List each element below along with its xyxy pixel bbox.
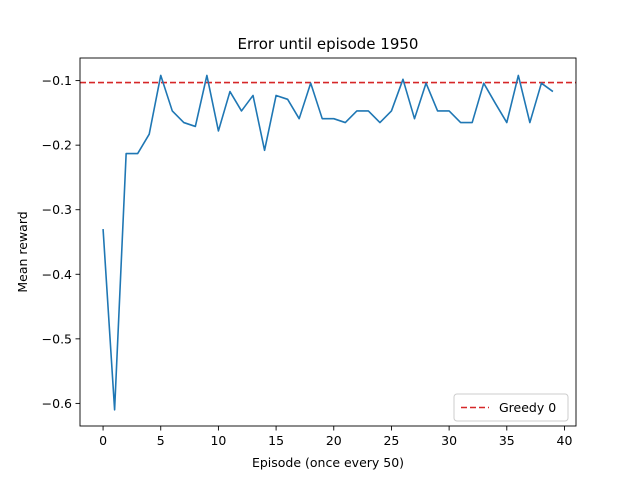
data-point [171,110,173,112]
x-tick-label: 25 [383,433,399,448]
data-point [264,150,266,152]
data-point [137,153,139,155]
x-tick-label: 10 [210,433,226,448]
data-point [241,110,243,112]
data-point [333,118,335,120]
data-point [114,409,116,411]
x-tick-label: 40 [557,433,573,448]
y-axis-label: Mean reward [15,211,30,292]
data-point [345,122,347,124]
data-point [518,75,520,77]
legend-label-greedy: Greedy 0 [499,400,556,415]
plot-area: 0 5 10 15 20 25 30 35 40 −0.6 −0.5 −0.4 −0.3 −0.2 −0.1 [42,57,577,448]
data-point [321,118,323,120]
data-point [483,82,485,84]
data-point [552,91,554,93]
data-point [460,122,462,124]
data-point [183,122,185,124]
data-point [229,91,231,93]
chart-title: Error until episode 1950 [238,35,419,53]
y-tick-label: −0.2 [42,138,72,153]
x-tick-label: 0 [99,433,107,448]
y-tick-label: −0.4 [42,267,72,282]
data-point [125,153,127,155]
data-point [541,82,543,84]
x-axis-label: Episode (once every 50) [252,455,404,470]
data-point [402,79,404,81]
data-point [148,133,150,135]
series-line-0 [102,74,554,411]
y-tick-label: −0.3 [42,202,72,217]
data-point [506,122,508,124]
x-tick-label: 30 [441,433,457,448]
data-point [218,130,220,132]
data-point [448,110,450,112]
x-tick-label: 20 [326,433,342,448]
data-point [368,110,370,112]
data-point [379,122,381,124]
legend: Greedy 0 [453,393,569,422]
legend-box [453,393,569,422]
data-point [529,122,531,124]
data-point [391,110,393,112]
data-point [437,110,439,112]
data-point [102,228,104,230]
y-tick-label: −0.6 [42,396,72,411]
data-point [275,95,277,97]
data-point [287,99,289,101]
x-tick-label: 5 [157,433,165,448]
y-tick-label: −0.5 [42,331,72,346]
x-tick-label: 15 [268,433,284,448]
data-point [494,102,496,104]
y-tick-label: −0.1 [42,73,72,88]
x-tick-label: 35 [499,433,515,448]
data-point [414,118,416,120]
data-point [160,75,162,77]
data-point [206,75,208,77]
data-point [471,122,473,124]
data-point [298,118,300,120]
data-point [425,82,427,84]
axes-frame [79,57,577,427]
data-point [195,126,197,128]
data-point [252,95,254,97]
data-point [356,110,358,112]
data-point [310,82,312,84]
